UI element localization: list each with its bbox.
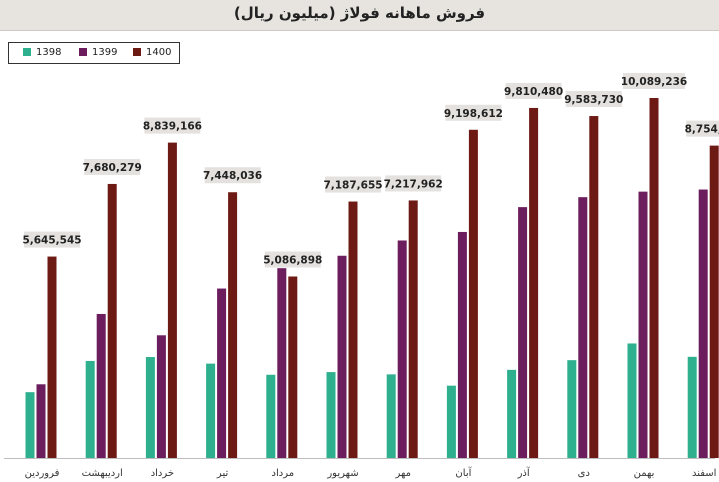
x-tick-label: مهر	[394, 468, 410, 479]
data-label-bg	[144, 117, 201, 134]
bar-1399	[397, 240, 407, 458]
data-label-bg	[445, 104, 502, 121]
data-label-bg	[264, 251, 321, 268]
bar-1400	[107, 183, 117, 458]
bar-1400	[649, 98, 659, 458]
x-tick-label: آذر	[517, 466, 531, 479]
bar-1399	[698, 189, 708, 458]
legend-label-1398: 1398	[36, 47, 62, 58]
data-label: 7,187,655	[323, 180, 382, 192]
bar-1399	[217, 288, 227, 458]
data-label: 8,839,166	[143, 121, 202, 133]
data-label-group: 8,754,765	[685, 120, 719, 137]
x-tick-label: آبان	[455, 466, 472, 479]
data-label-group: 7,448,036	[203, 167, 262, 184]
legend-swatch-1398	[23, 48, 31, 56]
legend-swatch-1399	[79, 48, 87, 56]
bar-1400	[288, 276, 298, 458]
data-label: 7,680,279	[83, 162, 142, 174]
data-label-group: 10,089,236	[621, 73, 687, 89]
x-tick-label: فروردین	[25, 468, 60, 479]
legend-item-1400: 1400	[133, 47, 171, 58]
x-tick-label: شهریور	[326, 468, 358, 479]
bar-1399	[638, 191, 648, 459]
data-label-group: 5,645,545	[22, 231, 82, 248]
bar-1399	[518, 207, 528, 458]
bar-1399	[457, 231, 467, 458]
chart-title: فروش ماهانه فولاژ (میلیون ریال)	[233, 4, 486, 22]
data-label-bg	[623, 73, 685, 89]
legend-label-1399: 1399	[92, 47, 118, 58]
bar-1398	[687, 356, 697, 458]
bar-1400	[47, 256, 57, 458]
bar-1398	[627, 343, 637, 458]
x-tick-label: خرداد	[151, 468, 174, 479]
data-label: 7,448,036	[203, 170, 262, 182]
data-label-bg	[24, 231, 80, 248]
x-tick-label: تیر	[216, 468, 229, 479]
data-label-bg	[84, 158, 141, 175]
bar-1398	[266, 374, 276, 458]
data-label-bg	[565, 91, 622, 108]
data-label: 10,089,236	[621, 76, 687, 88]
bar-1398	[567, 360, 577, 458]
data-label-group: 7,217,962	[384, 175, 443, 192]
legend: 1398 1399 1400	[8, 42, 180, 64]
data-label-bg	[325, 176, 381, 193]
legend-item-1399: 1399	[79, 47, 117, 58]
bar-1400	[529, 107, 539, 458]
bar-1398	[85, 360, 95, 458]
data-label-group: 7,680,279	[83, 158, 142, 175]
bar-1400	[589, 116, 599, 458]
bar-1399	[36, 384, 46, 458]
bar-1398	[386, 374, 396, 458]
data-label-bg	[686, 120, 719, 137]
data-label: 9,810,480	[504, 86, 563, 98]
data-label: 5,086,898	[263, 254, 322, 266]
data-label: 7,217,962	[384, 178, 443, 190]
data-label-group: 9,198,612	[444, 104, 503, 121]
x-tick-label: اسفند	[692, 468, 716, 479]
bar-1398	[206, 363, 216, 458]
bar-1398	[145, 357, 155, 458]
legend-label-1400: 1400	[146, 47, 172, 58]
bar-1399	[96, 313, 106, 458]
bar-1399	[156, 335, 166, 458]
data-label: 9,583,730	[564, 94, 623, 106]
bar-1398	[25, 392, 35, 458]
bar-1400	[468, 129, 478, 459]
data-label-group: 9,810,480	[504, 82, 563, 99]
bar-1399	[337, 255, 347, 458]
data-label: 9,198,612	[444, 108, 503, 120]
data-label-group: 8,839,166	[143, 117, 202, 134]
data-label-group: 9,583,730	[564, 91, 623, 108]
legend-item-1398: 1398	[23, 47, 61, 58]
data-label-group: 5,086,898	[263, 251, 322, 268]
bar-1400	[228, 192, 238, 458]
x-tick-label: اردیبهشت	[82, 468, 123, 479]
legend-swatch-1400	[133, 48, 141, 56]
bar-1398	[446, 385, 456, 458]
bar-1399	[578, 197, 588, 459]
data-label-bg	[505, 82, 562, 99]
bar-1398	[507, 369, 517, 458]
data-label: 8,754,765	[685, 124, 719, 136]
bar-1398	[326, 372, 336, 458]
x-tick-label: دی	[578, 468, 590, 479]
data-label: 5,645,545	[22, 235, 81, 247]
data-label-bg	[204, 167, 261, 184]
bar-1400	[709, 145, 719, 459]
x-tick-label: بهمن	[634, 468, 655, 479]
x-tick-label: مرداد	[272, 468, 295, 479]
bar-1400	[167, 142, 177, 458]
data-label-group: 7,187,655	[323, 176, 383, 193]
bar-1400	[408, 200, 418, 458]
data-label-bg	[385, 175, 442, 192]
bar-1399	[277, 268, 287, 458]
bar-1400	[348, 201, 358, 459]
title-bar: فروش ماهانه فولاژ (میلیون ریال)	[0, 0, 719, 31]
